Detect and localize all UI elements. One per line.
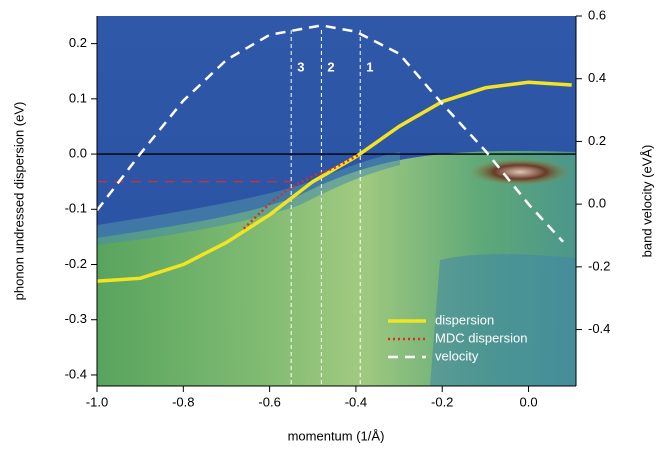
legend-label: velocity xyxy=(435,348,479,363)
y-tick-label: 0.0 xyxy=(69,145,87,160)
series-line xyxy=(242,152,361,230)
series-line xyxy=(96,80,572,283)
y-tick-label: -0.1 xyxy=(65,201,87,216)
y-axis-label: phonon undressed dispersion (eV) xyxy=(11,102,26,301)
y-tick-label: -0.2 xyxy=(65,256,87,271)
y2-tick-label: -0.2 xyxy=(588,258,610,273)
marker-label: 3 xyxy=(297,59,304,74)
marker-label: 1 xyxy=(366,59,373,74)
x-tick-label: -0.6 xyxy=(258,394,280,409)
y2-tick-label: 0.4 xyxy=(588,70,606,85)
y2-tick-label: 0.2 xyxy=(588,133,606,148)
y-tick-label: -0.3 xyxy=(65,311,87,326)
y2-tick-label: 0.0 xyxy=(588,196,606,211)
y2-tick-label: -0.4 xyxy=(588,321,610,336)
x-tick-label: 0.0 xyxy=(519,394,537,409)
marker-label: 2 xyxy=(327,59,334,74)
x-tick-label: -0.4 xyxy=(345,394,367,409)
x-tick-label: -0.8 xyxy=(172,394,194,409)
y-tick-label: 0.2 xyxy=(69,35,87,50)
y2-tick-label: 0.6 xyxy=(588,7,606,22)
x-tick-label: -0.2 xyxy=(431,394,453,409)
series-line xyxy=(96,24,564,243)
legend-label: MDC dispersion xyxy=(435,330,527,345)
x-axis-label: momentum (1/Å) xyxy=(288,428,385,443)
y-tick-label: 0.1 xyxy=(69,90,87,105)
heatmap xyxy=(97,16,576,386)
y2-axis-label: band velocity (eVÅ) xyxy=(639,145,654,258)
x-tick-label: -1.0 xyxy=(86,394,108,409)
legend-label: dispersion xyxy=(435,312,494,327)
y-tick-label: -0.4 xyxy=(65,366,87,381)
